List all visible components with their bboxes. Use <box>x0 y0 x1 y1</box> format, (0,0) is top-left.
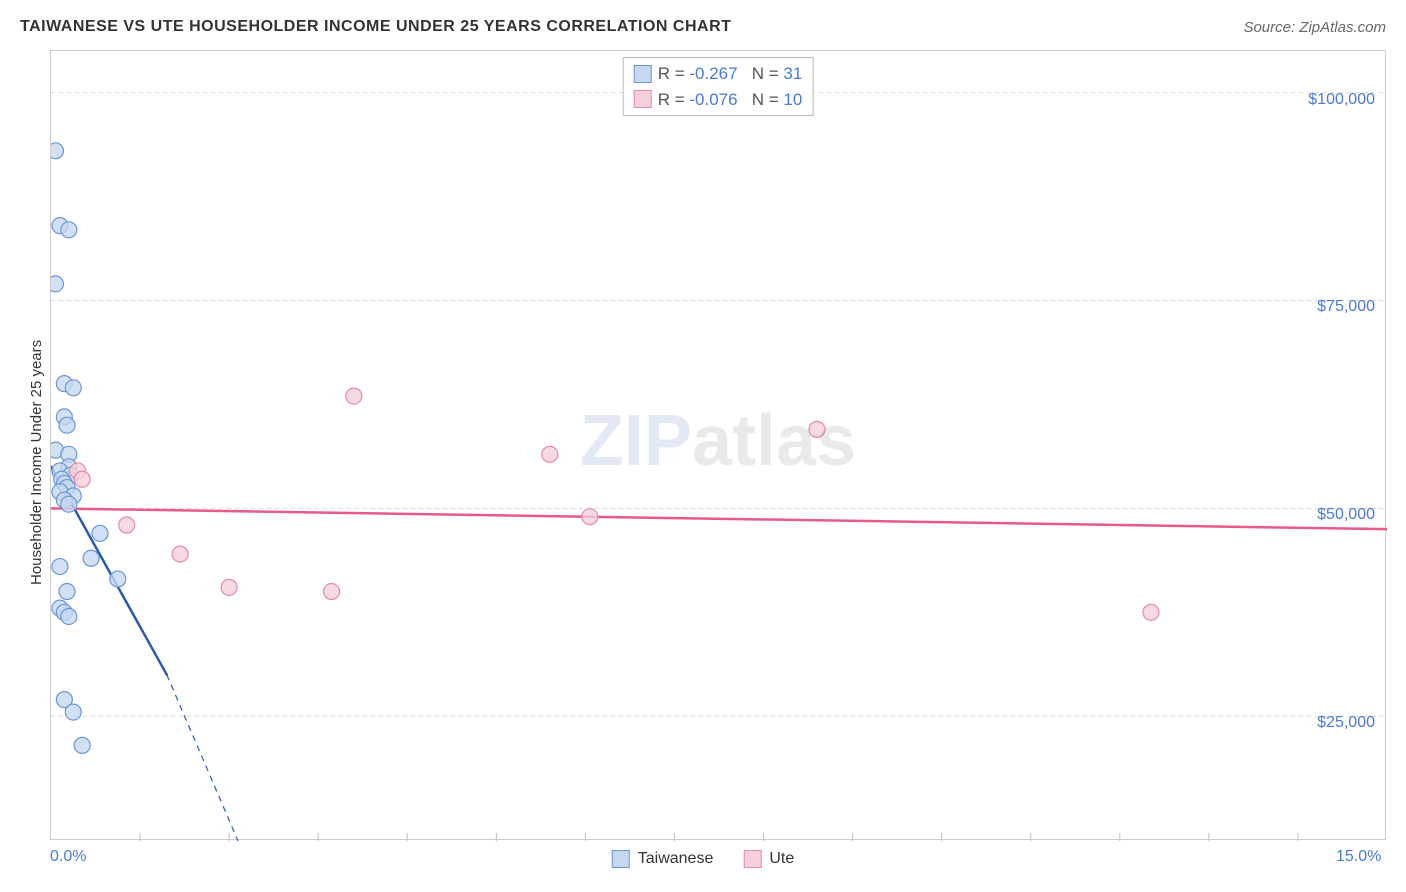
legend-swatch <box>743 850 761 868</box>
y-tick-label: $25,000 <box>1317 714 1375 732</box>
y-axis-label: Householder Income Under 25 years <box>28 340 45 585</box>
legend-stat-row: R = -0.076 N = 10 <box>634 87 803 113</box>
legend-item: Ute <box>743 850 794 868</box>
x-tick-label: 15.0% <box>1336 848 1381 866</box>
source-label: Source: ZipAtlas.com <box>1243 19 1386 36</box>
legend-stats: R = -0.267 N = 31R = -0.076 N = 10 <box>623 57 814 116</box>
legend-label: Taiwanese <box>638 850 714 868</box>
legend-label: Ute <box>769 850 794 868</box>
chart-title: TAIWANESE VS UTE HOUSEHOLDER INCOME UNDE… <box>20 18 731 36</box>
chart-plot-area: ZIPatlas R = -0.267 N = 31R = -0.076 N =… <box>50 50 1386 840</box>
legend-swatch <box>634 90 652 108</box>
y-tick-label: $50,000 <box>1317 506 1375 524</box>
legend-item: Taiwanese <box>612 850 714 868</box>
legend-series: Taiwanese Ute <box>612 850 795 868</box>
x-tick-label: 0.0% <box>50 848 86 866</box>
y-tick-label: $100,000 <box>1308 91 1375 109</box>
y-tick-label: $75,000 <box>1317 298 1375 316</box>
legend-swatch <box>634 65 652 83</box>
legend-swatch <box>612 850 630 868</box>
legend-stat-row: R = -0.267 N = 31 <box>634 61 803 87</box>
chart-svg <box>51 51 1387 841</box>
